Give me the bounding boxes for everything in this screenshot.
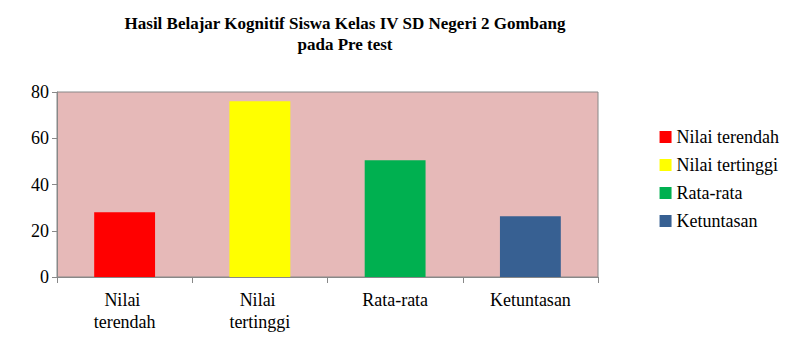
svg-text:Ketuntasan: Ketuntasan [490, 290, 571, 310]
svg-text:40: 40 [31, 175, 49, 195]
svg-text:pada Pre test: pada Pre test [297, 35, 392, 54]
svg-text:Nilai: Nilai [240, 290, 281, 310]
svg-text:60: 60 [31, 128, 49, 148]
svg-text:Nilai tertinggi: Nilai tertinggi [677, 155, 778, 175]
svg-text:Hasil Belajar Kognitif Siswa K: Hasil Belajar Kognitif Siswa Kelas IV SD… [125, 14, 566, 33]
svg-text:20: 20 [31, 221, 49, 241]
svg-text:0: 0 [40, 267, 49, 287]
svg-text:Ketuntasan: Ketuntasan [677, 211, 758, 231]
svg-text:terendah: terendah [94, 312, 156, 332]
svg-text:Rata-rata: Rata-rata [677, 183, 743, 203]
svg-text:Rata-rata: Rata-rata [362, 290, 428, 310]
svg-text:tertinggi: tertinggi [229, 312, 290, 332]
svg-text:Nilai terendah: Nilai terendah [677, 127, 779, 147]
svg-text:Nilai: Nilai [104, 290, 145, 310]
svg-text:80: 80 [31, 82, 49, 102]
